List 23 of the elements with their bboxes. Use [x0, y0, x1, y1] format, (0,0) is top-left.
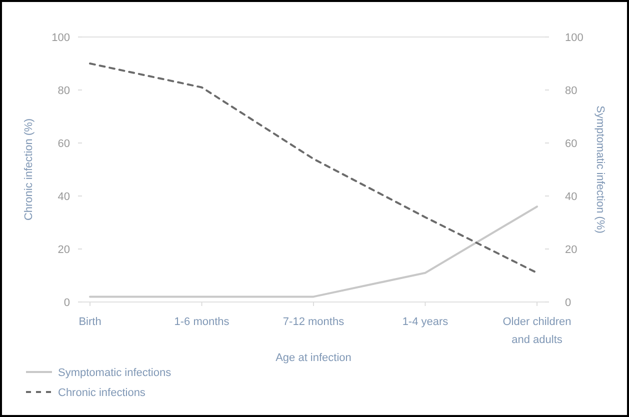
y-tick-label: 20: [58, 244, 70, 256]
y2-axis-title: Symptomatic infection (%): [594, 106, 606, 234]
y-tick-label: 80: [58, 84, 70, 97]
legend-label: Chronic infections: [58, 386, 146, 399]
y2-tick-label: 40: [565, 190, 578, 203]
y-tick-label: 40: [58, 190, 70, 203]
x-tick-label: Older children and adults: [502, 316, 572, 346]
x-axis-title: Age at infection: [276, 352, 352, 364]
y2-tick-label: 60: [565, 138, 578, 150]
y2-tick-label: 20: [565, 244, 578, 256]
line-series: [89, 62, 538, 274]
legend-label: Symptomatic infections: [58, 366, 172, 379]
y-axis-title: Chronic infection (%): [23, 118, 35, 221]
y-tick-label: 100: [52, 32, 70, 44]
x-tick-label: 7-12 months: [282, 316, 345, 328]
y2-tick-label: 80: [565, 84, 578, 97]
y-tick-label: 0: [64, 296, 70, 309]
x-tick-label: 1-6 months: [174, 316, 230, 328]
y2-tick-label: 0: [565, 296, 572, 309]
y-tick-label: 60: [58, 138, 70, 150]
y2-tick-label: 100: [565, 32, 584, 44]
x-tick-label: Birth: [78, 316, 102, 328]
x-tick-label: 1-4 years: [402, 316, 449, 328]
